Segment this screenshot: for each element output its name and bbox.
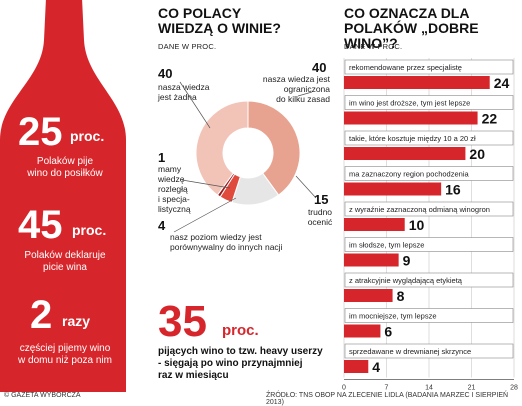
wine-bottle-graphic xyxy=(0,0,126,392)
bar-value-label: 16 xyxy=(445,182,461,198)
bar xyxy=(344,111,478,125)
bar-value-label: 20 xyxy=(469,146,485,162)
label-comparable-value: 4 xyxy=(158,218,166,233)
stat1-text: Polaków pije wino do posiłków xyxy=(27,156,103,179)
bar-value-label: 10 xyxy=(409,217,425,233)
bar xyxy=(344,324,381,338)
bar-category-label: im mocniejsze, tym lepsze xyxy=(349,312,437,321)
bar xyxy=(344,360,369,373)
pie-slice xyxy=(247,100,301,196)
label-expert-text: mamy wiedzę rozległą i specja- listyczną xyxy=(158,164,191,214)
bar-label-box xyxy=(344,59,514,75)
bar-category-label: z atrakcyjnie wyglądającą etykietą xyxy=(349,276,463,285)
stat1-unit: proc. xyxy=(70,128,105,144)
bar-value-label: 22 xyxy=(482,111,498,127)
stat3-number: 2 xyxy=(30,293,53,337)
bar-category-label: im wino jest droższe, tym jest lepsze xyxy=(349,99,470,108)
knowledge-donut-chart xyxy=(195,100,301,206)
stat2-text: Polaków deklaruje picie wina xyxy=(24,250,106,273)
footer-credit: © GAZETA WYBORCZA xyxy=(4,392,81,399)
bar-label-box xyxy=(344,201,514,217)
bar-label-box xyxy=(344,343,514,359)
label-limited-value: 40 xyxy=(312,60,327,75)
stat1-number: 25 xyxy=(18,110,63,154)
stat3-unit: razy xyxy=(62,313,91,329)
bar-label-box xyxy=(344,272,514,288)
bar-category-label: im słodsze, tym lepsze xyxy=(349,241,424,250)
x-tick-label: 7 xyxy=(385,385,389,392)
x-tick-label: 14 xyxy=(425,385,433,392)
bar-category-label: rekomendowane przez specjalistę xyxy=(349,63,462,72)
x-tick-label: 28 xyxy=(510,385,518,392)
bar-value-label: 6 xyxy=(384,324,392,340)
bar xyxy=(344,218,405,231)
bar-label-box xyxy=(344,166,514,181)
bar xyxy=(344,253,399,267)
stat3-text: częściej pijemy wino w domu niż poza nim xyxy=(18,343,112,366)
bar-category-label: sprzedawane w drewnianej skrzynce xyxy=(349,347,471,356)
label-hard-text: trudno ocenić xyxy=(307,207,333,227)
stat2-number: 45 xyxy=(18,203,63,247)
label-comparable-text: nasz poziom wiedzy jest porównywalny do … xyxy=(170,232,283,252)
bar xyxy=(344,182,442,196)
pie-slice xyxy=(195,100,249,196)
bar-category-label: z wyraźnie zaznaczoną odmianą winogron xyxy=(349,205,490,214)
bar-value-label: 8 xyxy=(397,288,405,304)
good-wine-bar-chart: rekomendowane przez specjalistę 24 im wino… xyxy=(342,58,518,392)
footer-source: ŹRÓDŁO: TNS OBOP NA ZLECENIE LIDLA (BADA… xyxy=(266,392,509,406)
bar-value-label: 9 xyxy=(403,253,411,269)
label-hard-value: 15 xyxy=(314,192,329,207)
bar xyxy=(344,289,393,302)
label-none-value: 40 xyxy=(158,66,173,81)
middle-title: CO POLACY WIEDZĄ O WINIE? xyxy=(158,5,281,36)
bar-category-label: takie, które kosztuje między 10 a 20 zł xyxy=(349,134,476,143)
stat35-number: 35 xyxy=(158,297,207,346)
x-tick-label: 21 xyxy=(468,385,476,392)
bar-label-box xyxy=(344,95,514,110)
label-limited-text: nasza wiedza jest ograniczona do kilku z… xyxy=(262,74,330,104)
label-expert-value: 1 xyxy=(158,150,166,165)
bar-value-label: 24 xyxy=(494,75,510,91)
stat2-unit: proc. xyxy=(72,222,107,238)
bar-label-box xyxy=(344,237,514,252)
bar-value-label: 4 xyxy=(372,359,380,375)
bar xyxy=(344,76,490,89)
bar-label-box xyxy=(344,130,514,146)
bar-category-label: ma zaznaczony region pochodzenia xyxy=(349,170,469,179)
stat35-text: pijących wino to tzw. heavy userzy - się… xyxy=(158,346,323,381)
right-subtitle: DANE W PROC. xyxy=(344,42,403,51)
bar-label-box xyxy=(344,308,514,323)
bottle-shape xyxy=(0,0,126,392)
label-none-text: nasza wiedza jest żadna xyxy=(158,82,210,102)
x-tick-label: 0 xyxy=(342,385,346,392)
middle-subtitle: DANE W PROC. xyxy=(158,42,217,51)
bar xyxy=(344,147,466,160)
right-title: CO OZNACZA DLA POLAKÓW „DOBRE WINO”? xyxy=(344,5,479,51)
stat35-unit: proc. xyxy=(222,322,259,339)
